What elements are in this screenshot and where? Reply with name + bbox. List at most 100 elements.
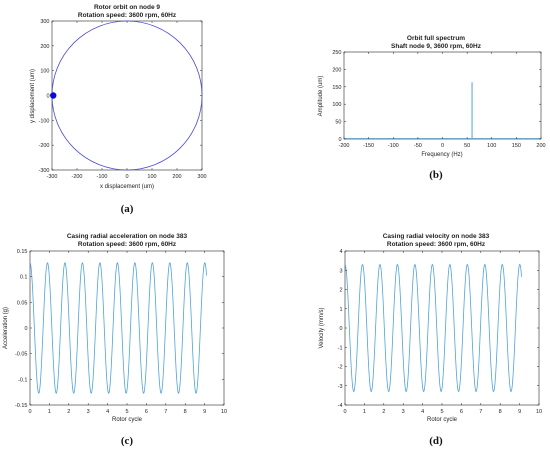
panel-a-x-ticks: -300 -200 -100 0 100 200 300	[46, 21, 207, 180]
y-tick-label: -300	[38, 168, 49, 174]
panel-a: Rotor orbit on node 9 Rotation speed: 36…	[30, 4, 207, 215]
y-tick-label: -100	[38, 118, 49, 124]
panel-d-x-label: Rotor cycle	[427, 417, 458, 423]
panel-a-subtitle: Rotation speed: 3600 rpm, 60Hz	[78, 12, 177, 19]
x-tick-label: 3	[402, 409, 405, 415]
series-line	[29, 262, 207, 394]
y-tick-label: 0	[339, 326, 342, 332]
y-tick-label: 0.05	[17, 300, 28, 306]
y-tick-label: 50	[335, 120, 341, 126]
y-tick-label: -0.1	[18, 377, 27, 383]
x-tick-label: 10	[221, 409, 227, 415]
y-tick-label: 250	[332, 50, 341, 56]
y-tick-label: -1	[338, 345, 343, 351]
panel-b-y-label: Amplitude (um)	[318, 76, 324, 117]
x-tick-label: -100	[96, 174, 107, 180]
x-tick-label: -50	[414, 143, 422, 149]
panel-a-plot-area	[51, 20, 203, 171]
x-tick-label: 5	[125, 409, 128, 415]
panel-d-x-ticks: 0 1 2 3 4 5 6 7 8 9 10	[343, 251, 542, 415]
x-tick-label: -150	[363, 143, 374, 149]
panel-b-x-label: Frequency (Hz)	[421, 152, 462, 158]
x-tick-label: 6	[145, 409, 148, 415]
x-tick-label: 50	[464, 143, 470, 149]
x-tick-label: 0	[441, 143, 444, 149]
x-tick-label: -300	[46, 174, 57, 180]
panel-a-y-ticks: -300 -200 -100 0 100 200 300	[38, 19, 202, 174]
x-tick-label: 8	[499, 409, 502, 415]
x-tick-label: 100	[487, 143, 496, 149]
panel-d-plot-area	[344, 250, 540, 406]
y-tick-label: 100	[332, 102, 341, 108]
x-tick-label: 4	[421, 409, 424, 415]
panel-d-y-ticks: -4 -3 -2 -1 0 1 2 3 4	[338, 249, 539, 409]
x-tick-label: 300	[197, 174, 206, 180]
panel-b-subtitle: Shaft node 9, 3600 rpm, 60Hz	[391, 43, 482, 50]
y-tick-label: 0.1	[20, 275, 28, 281]
x-tick-label: 150	[512, 143, 521, 149]
panel-c-y-ticks: -0.15 -0.1 -0.05 0 0.05 0.1 0.15	[15, 249, 224, 409]
x-tick-label: 3	[87, 409, 90, 415]
panel-b-caption: (b)	[429, 169, 443, 181]
x-tick-label: -200	[71, 174, 82, 180]
x-tick-label: 9	[203, 409, 206, 415]
y-tick-label: 300	[40, 19, 49, 25]
x-tick-label: 7	[479, 409, 482, 415]
x-tick-label: 1	[48, 409, 51, 415]
y-tick-label: 0	[338, 137, 341, 143]
x-tick-label: 8	[184, 409, 187, 415]
x-tick-label: 0	[343, 409, 346, 415]
x-tick-label: 6	[460, 409, 463, 415]
x-tick-label: 4	[106, 409, 109, 415]
series-line	[344, 263, 522, 393]
y-tick-label: 1	[339, 307, 342, 313]
panel-a-title: Rotor orbit on node 9	[94, 4, 160, 11]
y-tick-label: -0.15	[15, 403, 28, 409]
x-tick-label: 5	[440, 409, 443, 415]
y-tick-label: -0.05	[15, 352, 28, 358]
panel-d-subtitle: Rotation speed: 3600 rpm, 60Hz	[387, 241, 486, 248]
panel-d: Casing radial velocity on node 383 Rotat…	[319, 233, 542, 447]
y-tick-label: 200	[332, 67, 341, 73]
y-tick-label: 0	[46, 94, 49, 100]
x-tick-label: -200	[338, 143, 349, 149]
x-tick-label: 100	[147, 174, 156, 180]
panel-c-marks	[29, 262, 207, 394]
x-tick-label: 200	[172, 174, 181, 180]
y-tick-label: 0.15	[17, 249, 28, 255]
panel-c-plot-area	[29, 250, 225, 406]
y-tick-label: -3	[338, 384, 343, 390]
y-tick-label: 150	[332, 85, 341, 91]
y-tick-label: 0	[24, 326, 27, 332]
y-tick-label: 100	[40, 69, 49, 75]
panel-c-x-ticks: 0 1 2 3 4 5 6 7 8 9 10	[28, 251, 227, 415]
y-tick-label: 200	[40, 44, 49, 50]
y-tick-label: -200	[38, 143, 49, 149]
panel-b-x-ticks: -200 -150 -100 -50 0 50 100 150 200	[338, 52, 546, 149]
x-tick-label: 2	[382, 409, 385, 415]
y-tick-label: -4	[338, 403, 343, 409]
x-tick-label: 9	[518, 409, 521, 415]
y-tick-label: 4	[339, 249, 342, 255]
x-tick-label: 10	[536, 409, 542, 415]
y-tick-label: -2	[338, 365, 343, 371]
panel-b-plot-area	[343, 51, 542, 140]
panel-b-y-ticks: 0 50 100 150 200 250	[332, 50, 541, 143]
x-tick-label: 0	[125, 174, 128, 180]
panel-c-title: Casing radial acceleration on node 383	[67, 233, 188, 240]
x-tick-label: 7	[164, 409, 167, 415]
panel-d-title: Casing radial velocity on node 383	[383, 233, 490, 240]
panel-d-y-label: Velocity (mm/s)	[319, 307, 325, 348]
panel-b: Orbit full spectrum Shaft node 9, 3600 r…	[318, 35, 546, 181]
panel-c-caption: (c)	[121, 435, 134, 447]
y-tick-label: 3	[339, 268, 342, 274]
y-tick-label: 2	[339, 288, 342, 294]
panel-a-y-label: y displacement (um)	[30, 69, 36, 123]
x-tick-label: 2	[67, 409, 70, 415]
x-tick-label: 1	[363, 409, 366, 415]
panel-a-caption: (a)	[121, 203, 134, 215]
panel-c: Casing radial acceleration on node 383 R…	[3, 233, 227, 447]
x-tick-label: 0	[28, 409, 31, 415]
panel-a-x-label: x displacement (um)	[100, 184, 154, 190]
